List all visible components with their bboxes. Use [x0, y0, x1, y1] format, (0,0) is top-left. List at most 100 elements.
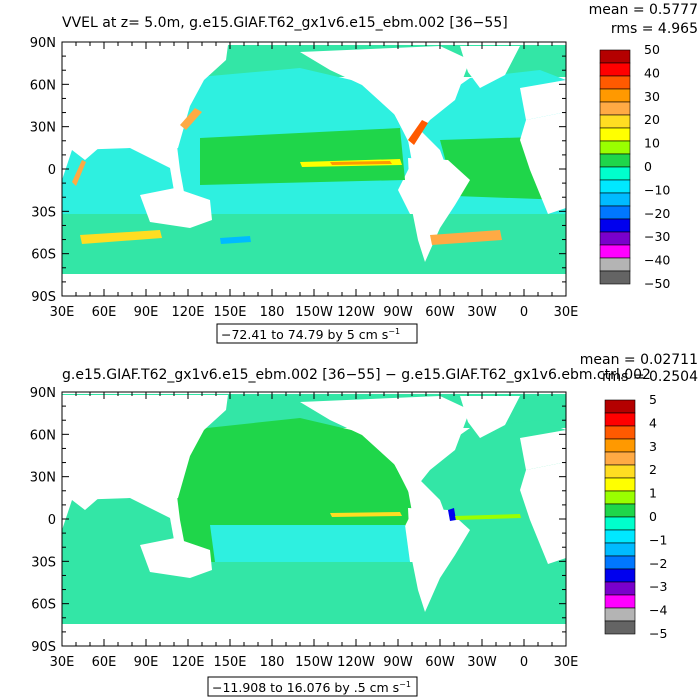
colorbar-swatch — [604, 503, 636, 518]
panel-bottom-rms: rms = 0.2504 — [602, 369, 698, 385]
colorbar-swatch — [599, 49, 631, 64]
lon-label: 30E — [554, 305, 579, 320]
bottom-axis-top: 30E 60E 90E 120E 150E 180 150W 120W 90W 60W 30W 0 30… — [50, 42, 579, 320]
lon-label: 0 — [520, 655, 528, 670]
lat-label: 30S — [31, 555, 56, 570]
colorbar-tick-label: −2 — [649, 556, 667, 571]
land-australia — [140, 188, 212, 228]
lon-label: 30E — [554, 655, 579, 670]
colorbar-top: 50 40 30 20 10 0 −10 −20 −30 −40 −50 — [599, 42, 670, 291]
colorbar-swatch — [599, 218, 631, 233]
colorbar-swatch — [604, 542, 636, 557]
colorbar-swatch — [599, 127, 631, 142]
land-north-america — [300, 46, 470, 145]
colorbar-swatch — [599, 62, 631, 77]
lon-label: 90E — [134, 305, 159, 320]
lat-label: 90S — [31, 640, 56, 655]
colorbar-swatch — [604, 438, 636, 453]
lon-label: 120W — [337, 655, 375, 670]
panel-top-title: VVEL at z= 5.0m, g.e15.GIAF.T62_gx1v6.e1… — [62, 15, 508, 31]
colorbar-swatch — [604, 477, 636, 492]
lat-label: 30N — [30, 471, 56, 486]
land-eurasia-b — [62, 395, 228, 510]
lon-label: 90W — [383, 655, 413, 670]
map-top — [61, 41, 567, 297]
colorbar-tick-label: 0 — [649, 509, 657, 524]
land-africa-b — [520, 462, 566, 564]
pacific-equatorial-band — [200, 128, 405, 185]
range-box-top-label: −72.41 to 74.79 by 5 cm s — [221, 327, 388, 342]
colorbar-tick-label: 4 — [649, 415, 657, 430]
range-box-top-text: −72.41 to 74.79 by 5 cm s−1 — [221, 327, 400, 342]
lon-label: 30E — [50, 655, 75, 670]
colorbar-swatch — [599, 270, 631, 285]
range-box-bottom-frame — [207, 676, 418, 697]
lat-label: 90N — [30, 36, 56, 51]
colorbar-tick-label: −5 — [649, 626, 667, 641]
range-box-bottom-label: −11.908 to 16.076 by .5 cm s — [212, 680, 399, 695]
pacific-south-b — [210, 525, 410, 562]
southern-ocean-band-b — [62, 562, 566, 624]
colorbar-tick-label: 40 — [644, 65, 660, 80]
lat-label: 60S — [31, 598, 56, 613]
lon-label: 30E — [50, 305, 75, 320]
range-box-top: −72.41 to 74.79 by 5 cm s−1 — [216, 323, 418, 344]
lon-label: 60W — [425, 655, 455, 670]
lon-label: 60E — [92, 305, 117, 320]
colorbar-swatch — [604, 620, 636, 635]
acc-eddies-3 — [220, 236, 251, 244]
colorbar-swatch — [604, 490, 636, 505]
lat-label: 60N — [30, 78, 56, 93]
colorbar-tick-label: 50 — [644, 42, 660, 57]
range-box-top-frame — [216, 323, 418, 344]
colorbar-swatch — [604, 555, 636, 570]
colorbar-swatch — [599, 140, 631, 155]
colorbar-swatch — [599, 101, 631, 116]
range-box-bottom: −11.908 to 16.076 by .5 cm s−1 — [207, 676, 418, 697]
lon-label: 60E — [92, 655, 117, 670]
colorbar-swatch — [599, 75, 631, 90]
range-box-bottom-text: −11.908 to 16.076 by .5 cm s−1 — [212, 680, 411, 695]
colorbar-swatch — [599, 114, 631, 129]
colorbar-swatch — [599, 192, 631, 207]
range-box-top-exponent: −1 — [388, 327, 400, 336]
land-greenland — [460, 46, 520, 88]
colorbar-swatch — [604, 425, 636, 440]
lon-label: 120E — [171, 655, 204, 670]
land-eurasia — [62, 45, 228, 160]
colorbar-swatch — [604, 594, 636, 609]
lon-label: 120E — [171, 305, 204, 320]
lat-label: 60N — [30, 428, 56, 443]
colorbar-swatch — [599, 205, 631, 220]
land-europe — [520, 80, 566, 120]
colorbar-tick-label: −50 — [644, 276, 670, 291]
colorbar-tick-label: −3 — [649, 579, 667, 594]
lon-label: 120W — [337, 305, 375, 320]
colorbar-swatch — [599, 153, 631, 168]
colorbar-tick-label: 3 — [649, 439, 657, 454]
land-south-america — [408, 158, 470, 262]
colorbar-tick-label: 0 — [644, 159, 652, 174]
equatorial-jet-core — [330, 161, 392, 165]
colorbar-swatch — [604, 581, 636, 596]
land-south-america-b — [408, 508, 470, 612]
range-box-bottom-exponent: −1 — [399, 680, 411, 689]
panel-bottom: g.e15.GIAF.T62_gx1v6.e15_ebm.002 [36−55]… — [30, 352, 698, 697]
lat-label: 90S — [31, 290, 56, 305]
land-greenland-b — [460, 396, 520, 438]
lat-label: 60S — [31, 248, 56, 263]
lon-label: 150E — [213, 655, 246, 670]
lon-label: 150E — [213, 305, 246, 320]
acc-eddies-2 — [430, 230, 502, 245]
left-axis-top: 90N 60N 30N 0 30S 60S 90S — [30, 36, 566, 305]
southern-ocean-band — [62, 214, 566, 274]
lat-label: 30S — [31, 205, 56, 220]
lat-label: 90N — [30, 386, 56, 401]
land-europe-b — [520, 430, 566, 470]
colorbar-tick-label: 20 — [644, 112, 660, 127]
peru-coast-diff — [448, 508, 456, 521]
colorbar-swatch — [604, 451, 636, 466]
lon-label: 150W — [295, 655, 333, 670]
colorbar-swatch — [604, 464, 636, 479]
